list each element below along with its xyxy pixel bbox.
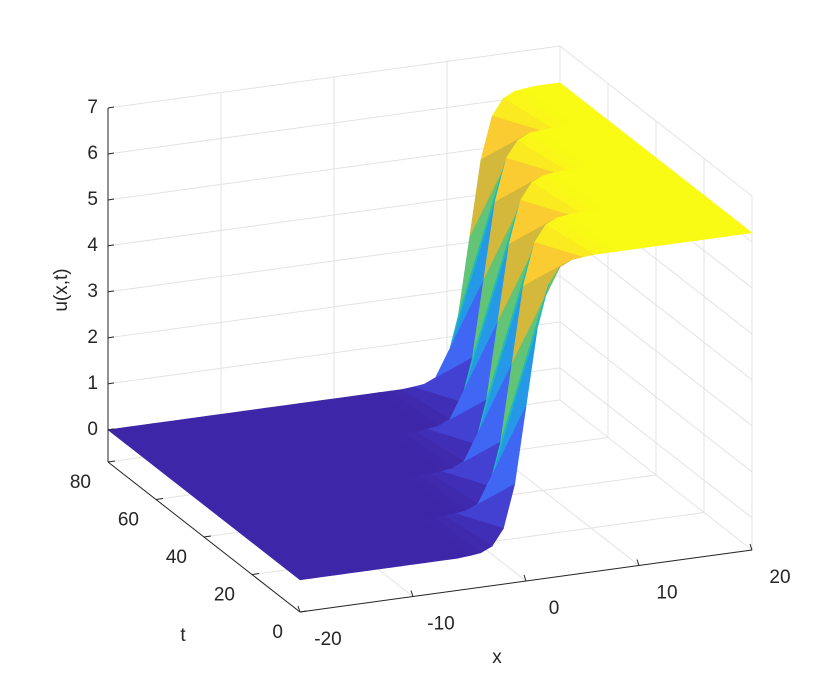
x-tick-label: 20: [769, 567, 790, 588]
grid-line: [559, 367, 753, 519]
x-tick: [297, 605, 301, 613]
y-tick-label: 20: [214, 585, 235, 606]
y-tick: [107, 460, 116, 463]
z-tick-label: 6: [87, 143, 98, 164]
grid-line: [107, 91, 561, 155]
axes: 0 1 2 3 4 5 6 7 0 20 40 60 80 -20 -10 0 10 20: [70, 97, 791, 650]
z-tick: [107, 290, 115, 293]
x-tick: [749, 543, 753, 551]
y-tick-label: 80: [70, 472, 91, 493]
y-tick-label: 0: [272, 622, 283, 643]
z-tick: [107, 152, 115, 155]
z-tick-label: 4: [87, 235, 98, 256]
y-tick-label: 60: [118, 510, 139, 531]
grid-line: [559, 321, 753, 473]
x-tick-label: 0: [549, 598, 560, 619]
y-tick: [251, 573, 260, 575]
z-tick: [107, 428, 115, 431]
x-tick-label: 10: [656, 583, 677, 604]
z-tick-label: 2: [87, 327, 98, 348]
grid-line: [559, 275, 753, 427]
z-tick: [107, 244, 115, 247]
z-tick-label: 0: [87, 419, 98, 440]
y-axis-label: t: [180, 625, 186, 646]
x-tick: [410, 590, 414, 597]
z-tick: [107, 198, 115, 201]
z-axis-label: u(x,t): [51, 268, 72, 311]
grid-line: [559, 45, 753, 197]
z-tick: [107, 106, 115, 109]
y-tick: [299, 610, 308, 613]
x-tick: [523, 574, 527, 582]
grid-line: [107, 45, 561, 109]
z-tick-label: 1: [87, 373, 98, 394]
surface-patch: [251, 540, 313, 581]
z-tick: [107, 336, 115, 339]
x-tick: [636, 559, 640, 566]
z-tick-label: 5: [87, 189, 98, 210]
y-tick: [203, 535, 212, 538]
z-tick-label: 7: [87, 97, 98, 118]
x-tick-label: -10: [427, 614, 454, 635]
y-tick: [155, 498, 164, 500]
x-tick-label: -20: [314, 629, 341, 650]
surface: [107, 82, 753, 581]
z-tick: [107, 382, 115, 385]
x-axis-label: x: [492, 647, 502, 668]
y-tick-label: 40: [166, 547, 187, 568]
z-tick-label: 3: [87, 281, 98, 302]
